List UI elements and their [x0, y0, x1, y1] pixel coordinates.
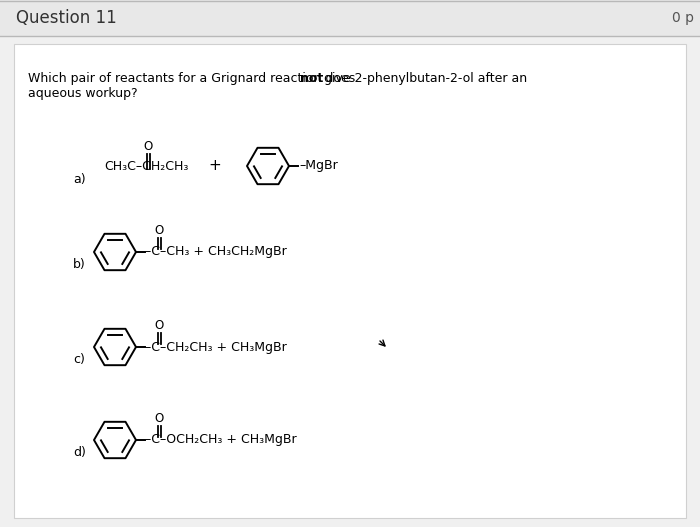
Text: a): a) [73, 173, 85, 186]
Text: –C–CH₂CH₃ + CH₃MgBr: –C–CH₂CH₃ + CH₃MgBr [145, 340, 287, 354]
Text: O: O [155, 224, 164, 237]
Text: CH₃C–CH₂CH₃: CH₃C–CH₂CH₃ [104, 160, 188, 172]
Text: c): c) [73, 353, 85, 366]
Text: d): d) [73, 446, 86, 459]
Text: O: O [144, 140, 153, 153]
Text: b): b) [73, 258, 85, 271]
Text: not: not [300, 72, 323, 85]
FancyBboxPatch shape [14, 44, 686, 518]
Text: aqueous workup?: aqueous workup? [28, 87, 138, 100]
Text: 0 p: 0 p [672, 11, 694, 25]
Text: O: O [155, 319, 164, 332]
Text: +: + [209, 159, 221, 173]
Text: O: O [155, 412, 164, 425]
Text: –C–OCH₂CH₃ + CH₃MgBr: –C–OCH₂CH₃ + CH₃MgBr [145, 434, 297, 446]
Text: –C–CH₃ + CH₃CH₂MgBr: –C–CH₃ + CH₃CH₂MgBr [145, 246, 287, 259]
Text: Which pair of reactants for a Grignard reaction does: Which pair of reactants for a Grignard r… [28, 72, 359, 85]
Text: Question 11: Question 11 [16, 9, 117, 27]
Text: –MgBr: –MgBr [299, 160, 337, 172]
Text: give 2-phenylbutan-2-ol after an: give 2-phenylbutan-2-ol after an [320, 72, 527, 85]
FancyBboxPatch shape [0, 0, 700, 36]
